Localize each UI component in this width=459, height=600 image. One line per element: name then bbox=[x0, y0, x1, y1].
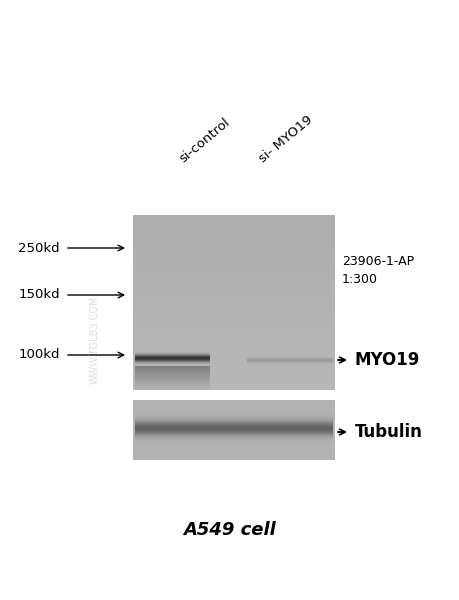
Text: si- MYO19: si- MYO19 bbox=[256, 113, 314, 165]
Text: 23906-1-AP
1:300: 23906-1-AP 1:300 bbox=[341, 255, 413, 286]
Text: 100kd: 100kd bbox=[18, 349, 60, 361]
Text: 250kd: 250kd bbox=[18, 241, 60, 254]
Text: Tubulin: Tubulin bbox=[354, 423, 422, 441]
Text: MYO19: MYO19 bbox=[354, 351, 420, 369]
Text: A549 cell: A549 cell bbox=[183, 521, 276, 539]
Text: 150kd: 150kd bbox=[18, 289, 60, 301]
Text: WWW.TGLB3.COM: WWW.TGLB3.COM bbox=[90, 296, 100, 384]
Text: si-control: si-control bbox=[176, 115, 232, 165]
